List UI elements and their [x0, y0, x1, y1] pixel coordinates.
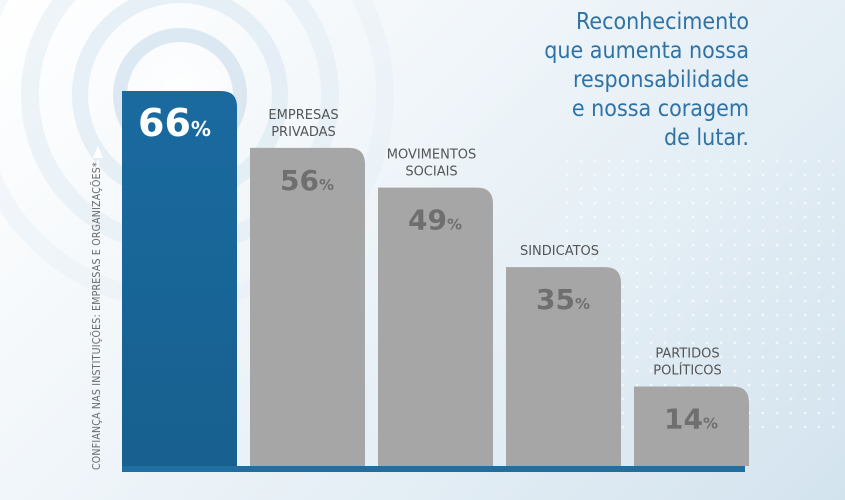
bars: 66% 56% 49% 35% 14% [122, 91, 749, 466]
bar-5 [634, 386, 749, 466]
category-labels: EMPRESAS PRIVADAS MOVIMENTOS SOCIAIS SINDICA… [268, 108, 721, 379]
y-axis-label: CONFIANÇA NAS INSTITUIÇÕES: EMPRESAS E O… [91, 162, 103, 470]
value-label-1: 66% [138, 101, 211, 145]
category-label-3: MOVIMENTOS SOCIAIS [387, 148, 477, 180]
headline-line-2: que aumenta nossa [544, 38, 749, 64]
value-label-2: 56% [280, 164, 334, 197]
bar-4 [506, 267, 621, 466]
headline: Reconhecimento que aumenta nossa respons… [419, 8, 749, 153]
bar-1 [122, 91, 237, 466]
up-arrow-icon [93, 146, 103, 178]
category-label-2: EMPRESAS PRIVADAS [268, 108, 338, 140]
headline-line-3: responsabilidade [573, 67, 749, 93]
bar-2 [250, 147, 365, 466]
headline-line-1: Reconhecimento [576, 9, 749, 35]
value-label-5: 14% [664, 402, 718, 435]
headline-line-4: e nossa coragem [571, 96, 749, 122]
value-label-3: 49% [408, 204, 462, 237]
value-label-4: 35% [536, 283, 590, 316]
category-label-5: PARTIDOS POLÍTICOS [653, 346, 722, 378]
baseline [122, 466, 745, 472]
bar-3 [378, 187, 493, 466]
category-label-4: SINDICATOS [520, 244, 599, 259]
headline-line-5: de lutar. [663, 125, 749, 151]
